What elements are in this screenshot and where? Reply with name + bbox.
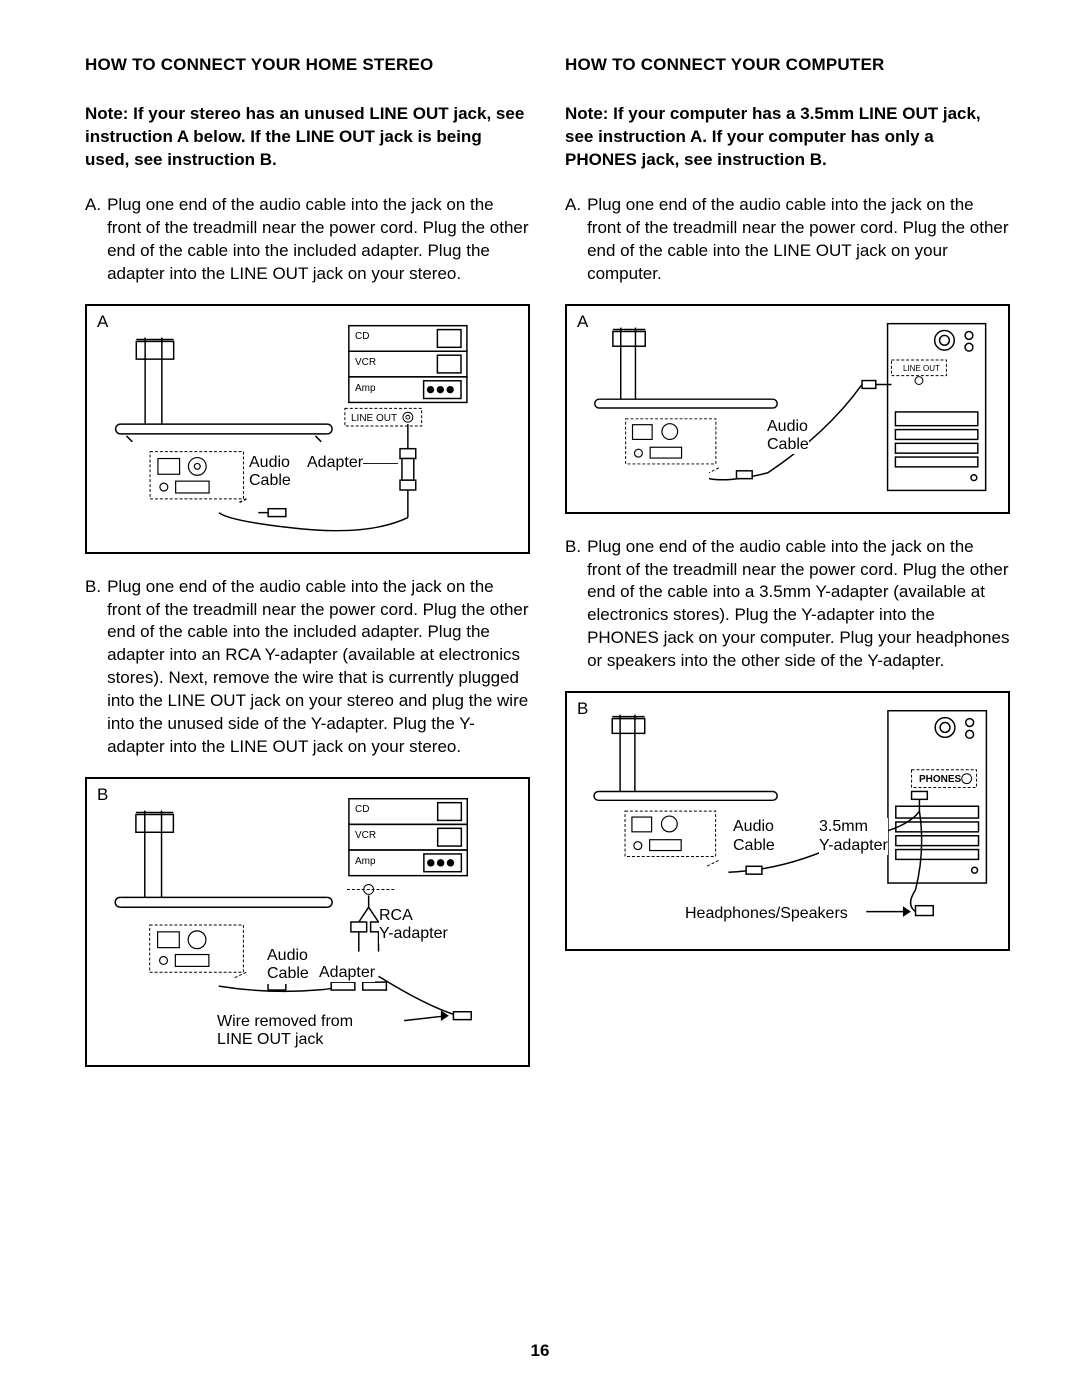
instr-body: Plug one end of the audio cable into the…: [587, 194, 1010, 286]
left-instruction-a: A. Plug one end of the audio cable into …: [85, 194, 530, 286]
cd-label: CD: [355, 805, 369, 815]
audio-cable-label: Audio Cable: [267, 947, 309, 984]
figure-right-b: B: [565, 691, 1010, 951]
right-instruction-b: B. Plug one end of the audio cable into …: [565, 536, 1010, 674]
right-instruction-a: A. Plug one end of the audio cable into …: [565, 194, 1010, 286]
vcr-label: VCR: [355, 358, 376, 368]
figure-label: A: [577, 312, 588, 332]
instr-body: Plug one end of the audio cable into the…: [107, 576, 530, 760]
instr-prefix: A.: [85, 194, 101, 286]
right-note: Note: If your computer has a 3.5mm LINE …: [565, 103, 1010, 172]
right-column: HOW TO CONNECT YOUR COMPUTER Note: If yo…: [565, 55, 1010, 1089]
audio-cable-label: Audio Cable: [767, 418, 809, 455]
audio-cable-label: Audio Cable: [249, 454, 291, 491]
vcr-label: VCR: [355, 831, 376, 841]
left-instruction-b: B. Plug one end of the audio cable into …: [85, 576, 530, 760]
wire-label: Wire removed from LINE OUT jack: [217, 1013, 353, 1050]
two-column-layout: HOW TO CONNECT YOUR HOME STEREO Note: If…: [85, 55, 1010, 1089]
figure-right-a: A: [565, 304, 1010, 514]
right-title: HOW TO CONNECT YOUR COMPUTER: [565, 55, 1010, 75]
adapter-label: Adapter: [307, 454, 363, 472]
adapter-label: Adapter: [319, 964, 375, 982]
left-note: Note: If your stereo has an unused LINE …: [85, 103, 530, 172]
figure-label: B: [577, 699, 588, 719]
instr-prefix: B.: [565, 536, 581, 674]
cd-label: CD: [355, 332, 369, 342]
instr-body: Plug one end of the audio cable into the…: [587, 536, 1010, 674]
lineout-label: LINE OUT: [903, 365, 940, 373]
yadapter-label: 3.5mm Y-adapter: [819, 818, 888, 855]
amp-label: Amp: [355, 857, 376, 867]
figure-left-a: A: [85, 304, 530, 554]
phones-label: PHONES: [919, 775, 961, 785]
amp-label: Amp: [355, 384, 376, 394]
lineout-label: LINE OUT: [351, 414, 397, 424]
page-number: 16: [0, 1341, 1080, 1361]
diagram-left-a: [87, 306, 528, 552]
figure-label: A: [97, 312, 108, 332]
diagram-right-a: [567, 306, 1008, 512]
headphones-label: Headphones/Speakers: [685, 905, 848, 923]
left-column: HOW TO CONNECT YOUR HOME STEREO Note: If…: [85, 55, 530, 1089]
instr-prefix: B.: [85, 576, 101, 760]
instr-body: Plug one end of the audio cable into the…: [107, 194, 530, 286]
figure-left-b: B: [85, 777, 530, 1067]
instr-prefix: A.: [565, 194, 581, 286]
figure-label: B: [97, 785, 108, 805]
audio-cable-label: Audio Cable: [733, 818, 775, 855]
rca-label: RCA Y-adapter: [379, 907, 448, 944]
left-title: HOW TO CONNECT YOUR HOME STEREO: [85, 55, 530, 75]
